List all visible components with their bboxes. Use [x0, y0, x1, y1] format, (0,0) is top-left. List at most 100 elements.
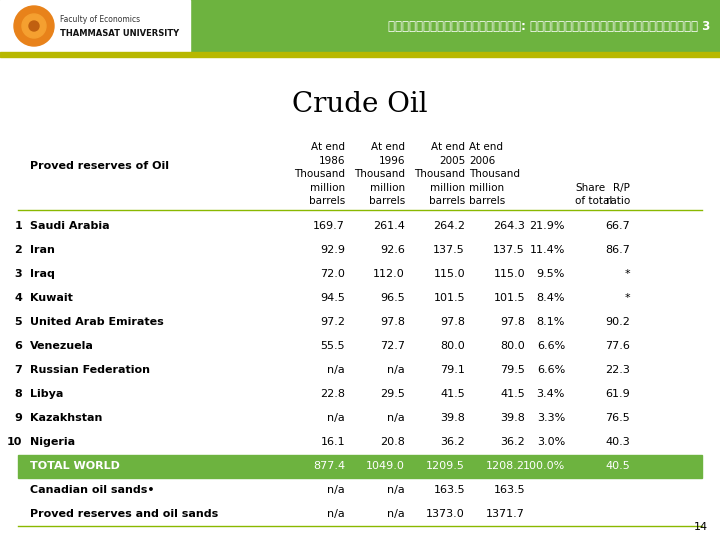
Text: 97.8: 97.8: [500, 317, 525, 327]
Text: 3.3%: 3.3%: [536, 413, 565, 423]
Text: 77.6: 77.6: [605, 341, 630, 351]
Text: 80.0: 80.0: [500, 341, 525, 351]
Text: Crude Oil: Crude Oil: [292, 91, 428, 118]
Text: Thousand: Thousand: [469, 169, 520, 179]
Text: 877.4: 877.4: [313, 461, 345, 471]
Text: 163.5: 163.5: [433, 485, 465, 495]
Text: n/a: n/a: [387, 485, 405, 495]
Text: 8.4%: 8.4%: [536, 293, 565, 303]
Text: of total: of total: [575, 196, 613, 206]
Text: 1049.0: 1049.0: [366, 461, 405, 471]
Text: 7: 7: [14, 365, 22, 375]
Text: 1996: 1996: [379, 156, 405, 166]
Text: 8.1%: 8.1%: [536, 317, 565, 327]
Text: Share: Share: [575, 183, 605, 193]
Text: 79.5: 79.5: [500, 365, 525, 375]
Text: 86.7: 86.7: [605, 245, 630, 255]
Text: barrels: barrels: [369, 196, 405, 206]
Text: 76.5: 76.5: [606, 413, 630, 423]
Text: At end: At end: [431, 142, 465, 152]
Text: 2005: 2005: [438, 156, 465, 166]
Text: Proved reserves and oil sands: Proved reserves and oil sands: [30, 509, 218, 519]
Text: 2: 2: [14, 245, 22, 255]
Bar: [0, 0, 190, 52]
Text: Proved reserves of Oil: Proved reserves of Oil: [30, 161, 169, 171]
Text: barrels: barrels: [428, 196, 465, 206]
Text: 112.0: 112.0: [373, 269, 405, 279]
Text: million: million: [310, 183, 345, 193]
Text: R/P: R/P: [613, 183, 630, 193]
Text: 97.8: 97.8: [380, 317, 405, 327]
Text: 101.5: 101.5: [493, 293, 525, 303]
Text: 1371.7: 1371.7: [486, 509, 525, 519]
Text: 100.0%: 100.0%: [523, 461, 565, 471]
Circle shape: [22, 14, 46, 38]
Circle shape: [14, 6, 54, 46]
Text: 21.9%: 21.9%: [529, 221, 565, 231]
Text: n/a: n/a: [328, 365, 345, 375]
Text: 4: 4: [14, 293, 22, 303]
Text: n/a: n/a: [328, 485, 345, 495]
Text: 9.5%: 9.5%: [536, 269, 565, 279]
Text: 9: 9: [14, 413, 22, 423]
Text: 94.5: 94.5: [320, 293, 345, 303]
Text: Venezuela: Venezuela: [30, 341, 94, 351]
Text: สถานการณ์พลังงานโลก: วิกฤตการณ์น้ำมันครั้งที่ 3: สถานการณ์พลังงานโลก: วิกฤตการณ์น้ำมันครั…: [388, 19, 710, 32]
Text: Iran: Iran: [30, 245, 55, 255]
Text: At end: At end: [371, 142, 405, 152]
Text: 22.3: 22.3: [605, 365, 630, 375]
Text: 3.0%: 3.0%: [536, 437, 565, 447]
Text: *: *: [624, 269, 630, 279]
Text: 22.8: 22.8: [320, 389, 345, 399]
Text: 92.9: 92.9: [320, 245, 345, 255]
Text: million: million: [370, 183, 405, 193]
Bar: [0, 0, 720, 52]
Text: *: *: [624, 293, 630, 303]
Text: 6.6%: 6.6%: [536, 341, 565, 351]
Text: barrels: barrels: [309, 196, 345, 206]
Text: 96.5: 96.5: [380, 293, 405, 303]
Text: 36.2: 36.2: [500, 437, 525, 447]
Text: 90.2: 90.2: [605, 317, 630, 327]
Text: 5: 5: [14, 317, 22, 327]
Text: 8: 8: [14, 389, 22, 399]
Text: 11.4%: 11.4%: [530, 245, 565, 255]
Text: 169.7: 169.7: [313, 221, 345, 231]
Text: United Arab Emirates: United Arab Emirates: [30, 317, 163, 327]
Text: 14: 14: [694, 522, 708, 532]
Text: barrels: barrels: [469, 196, 505, 206]
Text: 20.8: 20.8: [380, 437, 405, 447]
Text: Thousand: Thousand: [294, 169, 345, 179]
Circle shape: [29, 21, 39, 31]
Text: n/a: n/a: [328, 509, 345, 519]
Text: Thousand: Thousand: [414, 169, 465, 179]
Text: 3.4%: 3.4%: [536, 389, 565, 399]
Bar: [18, 455, 702, 477]
Text: 97.2: 97.2: [320, 317, 345, 327]
Text: 1373.0: 1373.0: [426, 509, 465, 519]
Text: 3: 3: [14, 269, 22, 279]
Text: 261.4: 261.4: [373, 221, 405, 231]
Text: Libya: Libya: [30, 389, 63, 399]
Text: 101.5: 101.5: [433, 293, 465, 303]
Text: ratio: ratio: [606, 196, 630, 206]
Text: At end: At end: [311, 142, 345, 152]
Text: Kazakhstan: Kazakhstan: [30, 413, 102, 423]
Text: 137.5: 137.5: [493, 245, 525, 255]
Text: Kuwait: Kuwait: [30, 293, 73, 303]
Text: 6.6%: 6.6%: [536, 365, 565, 375]
Text: Nigeria: Nigeria: [30, 437, 75, 447]
Text: 36.2: 36.2: [440, 437, 465, 447]
Text: At end: At end: [469, 142, 503, 152]
Text: 115.0: 115.0: [493, 269, 525, 279]
Text: 163.5: 163.5: [493, 485, 525, 495]
Text: 66.7: 66.7: [606, 221, 630, 231]
Text: 80.0: 80.0: [440, 341, 465, 351]
Text: Faculty of Economics: Faculty of Economics: [60, 15, 140, 24]
Text: Thousand: Thousand: [354, 169, 405, 179]
Text: 1986: 1986: [318, 156, 345, 166]
Text: Iraq: Iraq: [30, 269, 55, 279]
Text: 1209.5: 1209.5: [426, 461, 465, 471]
Text: 264.3: 264.3: [493, 221, 525, 231]
Text: 39.8: 39.8: [500, 413, 525, 423]
